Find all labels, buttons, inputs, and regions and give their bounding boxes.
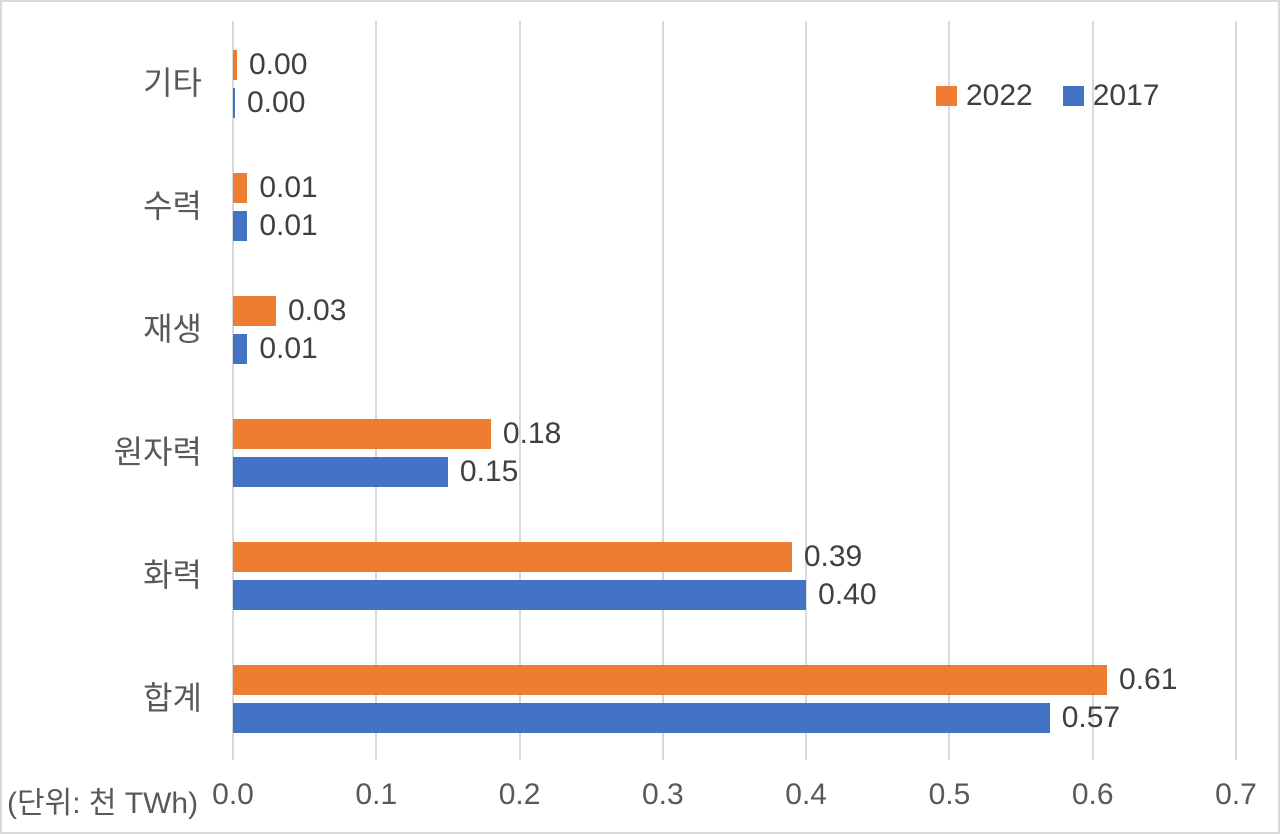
bar-2022 [233,50,237,80]
legend: 2022 2017 [936,79,1160,113]
gridline [518,21,521,760]
bar-2017 [233,703,1050,733]
gridline [948,21,951,760]
gridline [1091,21,1094,760]
legend-label: 2017 [1092,79,1160,112]
bar-2017 [233,334,248,364]
value-label: 0.01 [259,171,318,204]
x-tick-label: 0.7 [1215,778,1257,811]
gridline [661,21,664,760]
x-tick-label: 0.6 [1071,778,1114,811]
unit-note: (단위: 천 TWh) [7,787,199,820]
category-label: 합계 [143,679,202,716]
legend-item-2017: 2017 [1062,79,1160,113]
value-label: 0.15 [459,455,519,488]
x-tick-label: 0.3 [641,778,684,811]
x-tick-label: 0.5 [928,778,971,811]
bar-2022 [233,419,491,449]
value-label: 0.39 [803,540,863,573]
value-label: 0.61 [1119,663,1178,696]
category-label: 기타 [143,64,202,101]
x-tick-label: 0.2 [498,778,541,811]
gridline [375,21,378,760]
legend-swatch-icon [936,86,957,106]
value-label: 0.40 [818,578,877,611]
bar-2022 [233,542,792,572]
bar-2017 [233,580,807,610]
category-label: 화력 [143,556,202,593]
bar-2017 [233,211,248,241]
category-label: 수력 [143,187,202,224]
bar-2022 [233,296,276,326]
gridline [232,21,234,760]
value-label: 0.01 [259,209,318,242]
gridline [1235,21,1237,760]
bar-2017 [233,457,448,487]
x-tick-label: 0.0 [212,778,254,811]
legend-item-2022: 2022 [936,79,1033,113]
legend-swatch-icon [1062,86,1084,106]
bar-2022 [233,173,248,203]
x-tick-label: 0.1 [355,778,398,811]
value-label: 0.01 [259,332,318,365]
bar-2022 [233,665,1108,695]
x-tick-label: 0.4 [785,778,827,811]
legend-label: 2022 [966,79,1033,112]
category-label: 재생 [143,310,202,347]
bar-2017 [233,88,235,118]
value-label: 0.03 [287,294,347,327]
category-label: 원자력 [113,433,202,470]
value-label: 0.00 [247,86,306,119]
value-label: 0.00 [249,48,308,81]
gridline [805,21,808,760]
value-label: 0.57 [1061,701,1121,734]
value-label: 0.18 [502,417,562,450]
